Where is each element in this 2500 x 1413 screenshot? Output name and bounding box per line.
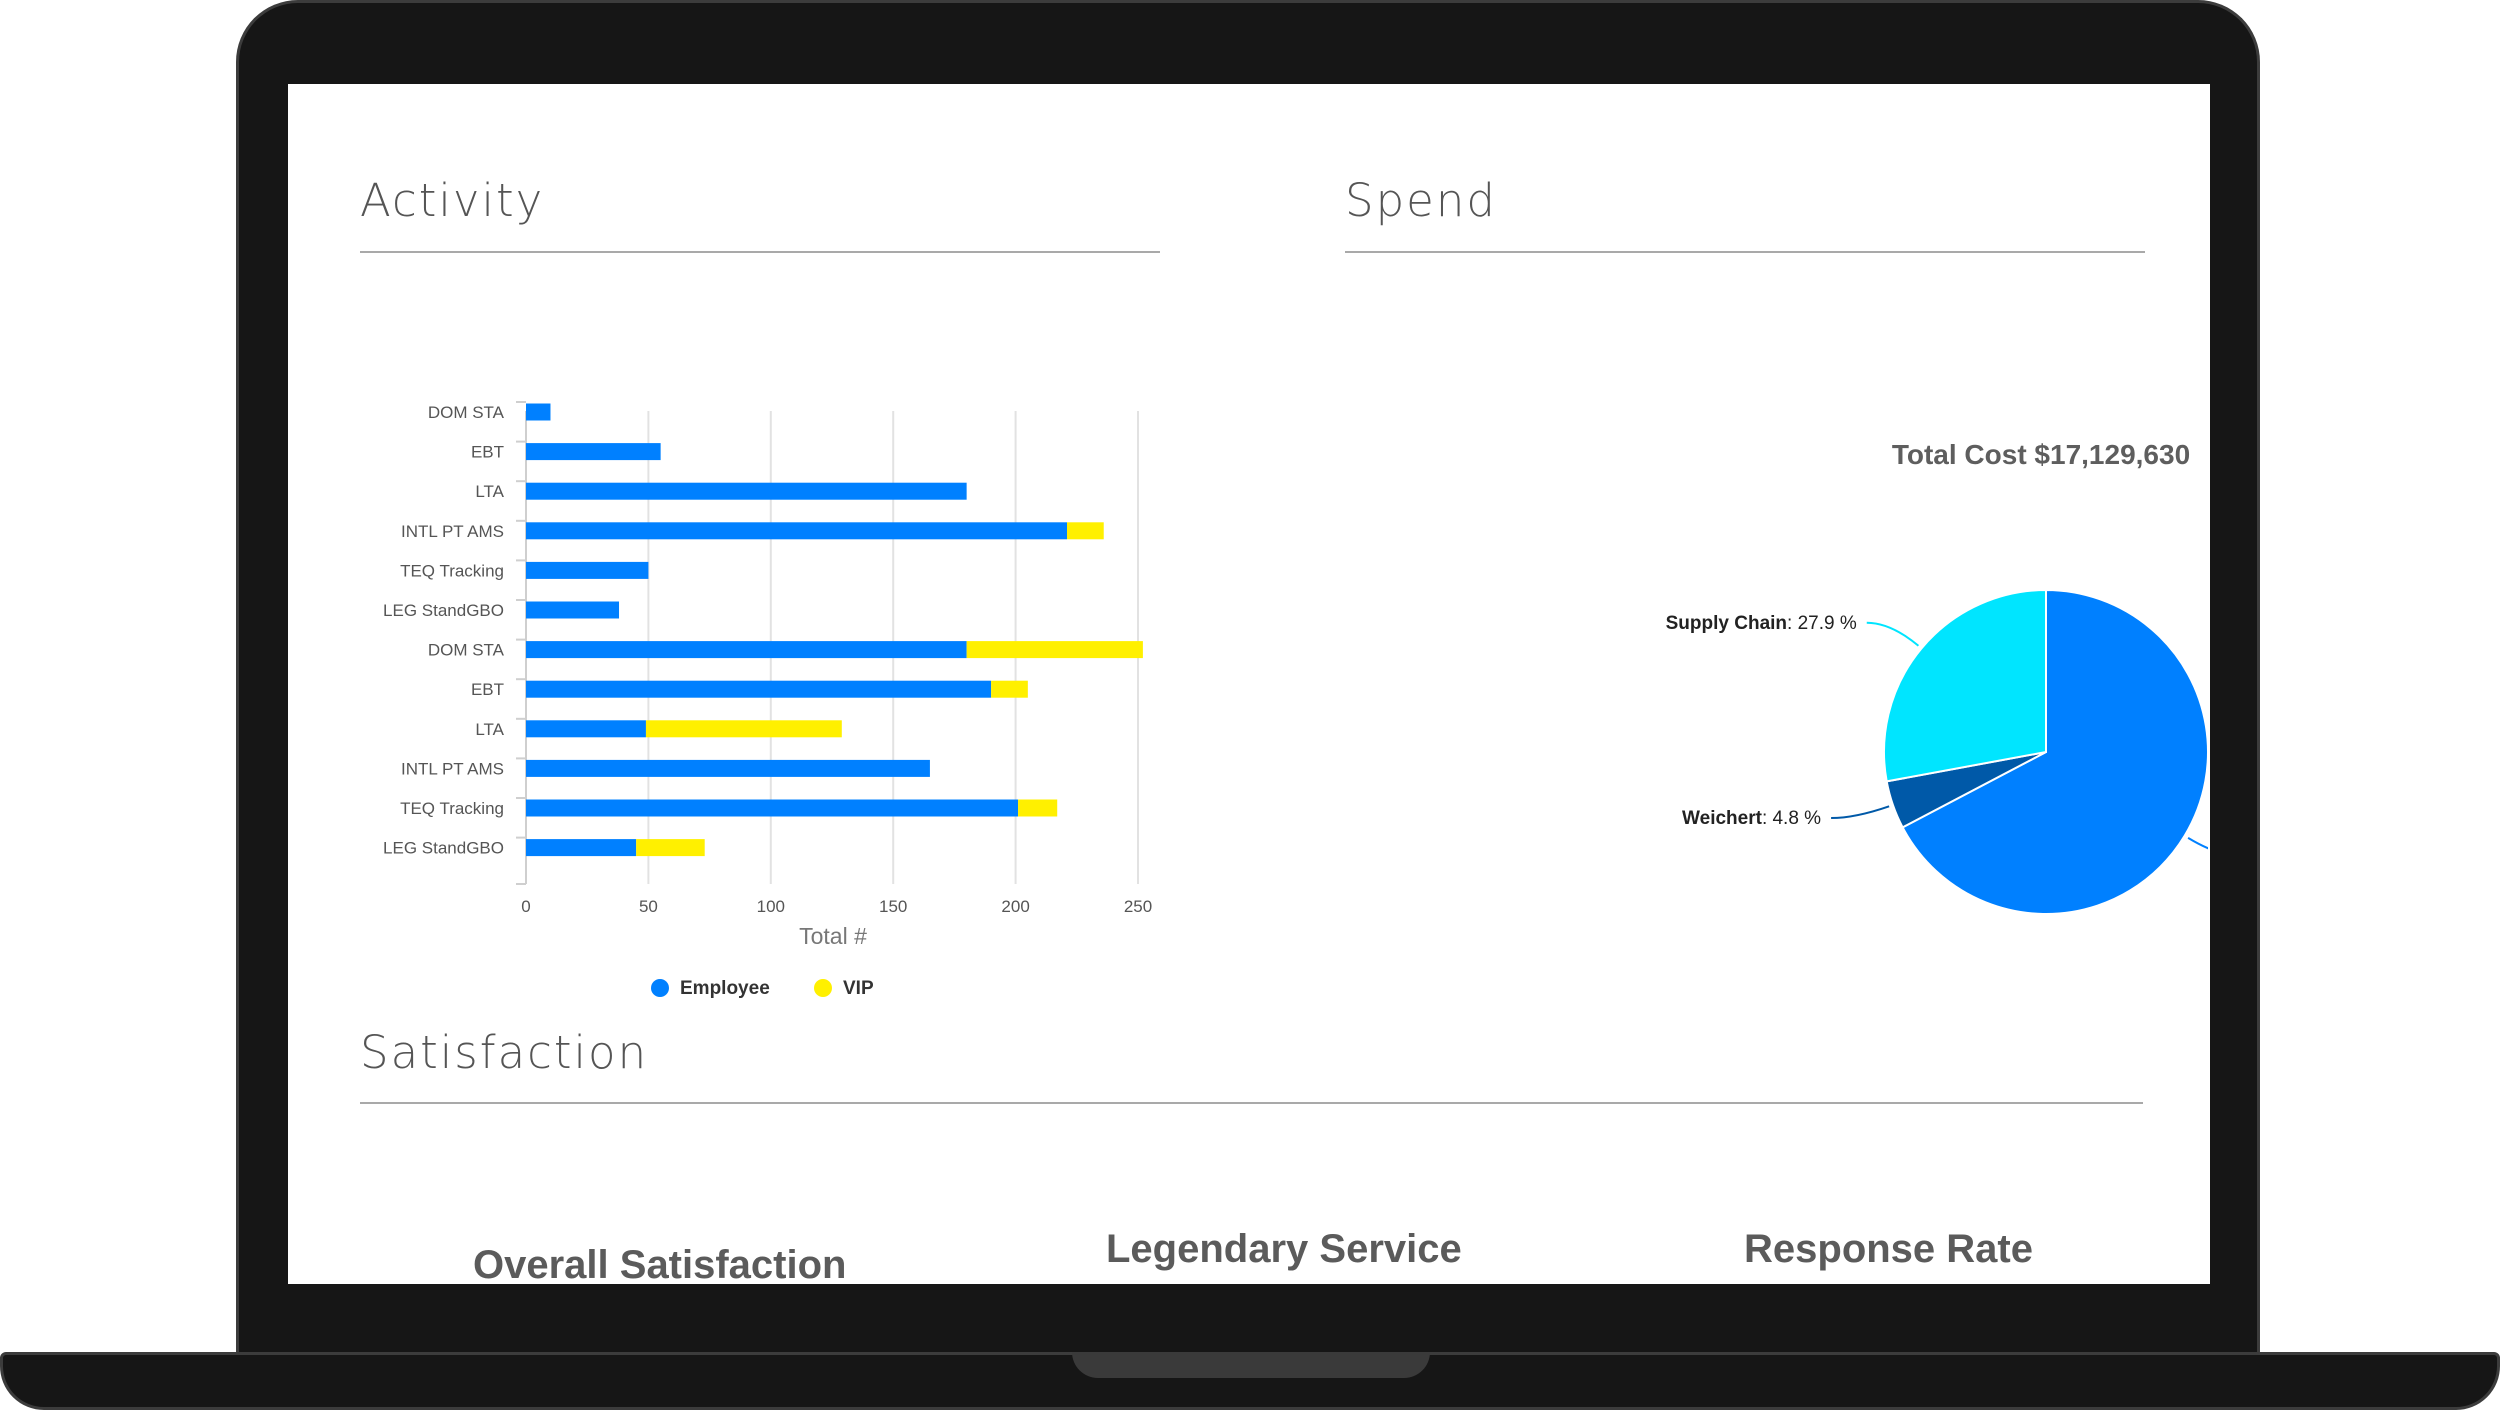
supply-chain-callout-label: Supply Chain: 27.9 %	[1666, 613, 1857, 634]
category-label: TEQ Tracking	[400, 799, 504, 818]
employee-bar	[526, 522, 1068, 540]
x-tick-label: 150	[879, 897, 907, 916]
category-label: DOM STA	[428, 641, 505, 660]
employee-bar	[526, 482, 967, 500]
satisfaction-title: Satisfaction	[360, 1026, 649, 1079]
spend-pie-chart: Total Cost $17,129,630Employee: 67.3 %We…	[1666, 439, 2208, 915]
overall-satisfaction-label: Overall Satisfaction	[473, 1243, 847, 1284]
pie-title: Total Cost $17,129,630	[1892, 439, 2190, 470]
legendary-service-label: Legendary Service	[1106, 1227, 1462, 1271]
callout-line	[1831, 805, 1890, 820]
employee-legend-swatch	[651, 979, 669, 997]
employee-bar	[526, 641, 967, 659]
vip-bar	[1018, 799, 1058, 817]
vip-legend-swatch	[814, 979, 832, 997]
employee-slice	[1901, 588, 2208, 915]
category-label: EBT	[471, 680, 504, 699]
spend-title: Spend	[1345, 174, 1497, 227]
dashboard-screen: Activity DOM STA EBT LTA INTL PT AMS TEQ Tra…	[288, 84, 2210, 1284]
category-label: INTL PT AMS	[401, 522, 504, 541]
vip-bar	[1067, 522, 1104, 540]
employee-bar	[526, 720, 646, 738]
activity-title: Activity	[360, 174, 545, 227]
supply-chain-slice	[1883, 588, 2047, 783]
activity-bar-chart: DOM STA EBT LTA INTL PT AMS TEQ Tracking LEG …	[383, 401, 1152, 999]
employee-bar	[526, 601, 620, 619]
satisfaction-divider	[360, 1102, 2143, 1104]
category-label: DOM STA	[428, 403, 505, 422]
vip-bar	[636, 839, 705, 857]
employee-bar	[526, 403, 551, 421]
x-tick-label: 200	[1001, 897, 1029, 916]
employee-bar	[526, 443, 661, 461]
laptop-notch	[1072, 1352, 1430, 1378]
x-axis-label: Total #	[799, 923, 867, 949]
vip-bar	[645, 720, 842, 738]
response-rate-label: Response Rate	[1744, 1227, 2033, 1271]
x-tick-label: 100	[757, 897, 785, 916]
employee-bar	[526, 759, 930, 777]
employee-bar	[526, 799, 1019, 817]
vip-bar	[966, 641, 1143, 659]
vip-legend-label: VIP	[843, 978, 874, 999]
category-label: LTA	[475, 720, 504, 739]
vip-bar	[991, 680, 1028, 698]
callout-line	[1866, 621, 1920, 647]
category-label: LTA	[475, 482, 504, 501]
employee-bar	[526, 839, 637, 857]
spend-divider	[1345, 251, 2145, 253]
employee-legend-label: Employee	[680, 978, 770, 999]
weichert-callout-label: Weichert: 4.8 %	[1682, 808, 1821, 829]
employee-bar	[526, 680, 992, 698]
category-label: LEG StandGBO	[383, 601, 504, 620]
callout-line	[2187, 836, 2208, 850]
activity-divider	[360, 251, 1160, 253]
category-label: EBT	[471, 443, 504, 462]
category-label: LEG StandGBO	[383, 839, 504, 858]
x-tick-label: 250	[1124, 897, 1152, 916]
employee-bar	[526, 561, 649, 579]
category-label: INTL PT AMS	[401, 759, 504, 778]
category-label: TEQ Tracking	[400, 561, 504, 580]
x-tick-label: 50	[639, 897, 658, 916]
x-tick-label: 0	[521, 897, 530, 916]
